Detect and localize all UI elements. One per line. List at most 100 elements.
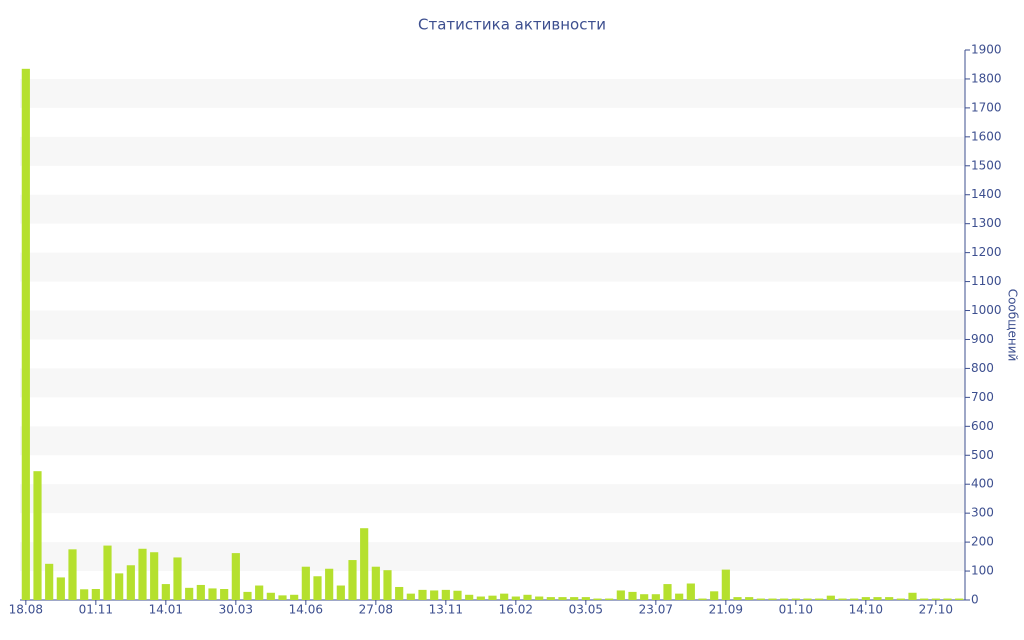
bar xyxy=(826,595,835,600)
bar xyxy=(523,594,532,600)
bar xyxy=(593,598,602,600)
bar xyxy=(476,596,485,600)
bar xyxy=(943,598,952,600)
bar xyxy=(103,545,112,600)
y-tick-label: 800 xyxy=(971,361,994,375)
y-tick-label: 500 xyxy=(971,448,994,462)
bar xyxy=(535,596,544,600)
bar xyxy=(698,598,707,600)
bar xyxy=(745,597,754,600)
bar xyxy=(185,587,194,600)
y-tick-label: 1000 xyxy=(971,303,1002,317)
bar xyxy=(418,589,427,600)
bar xyxy=(511,596,520,600)
bar xyxy=(908,592,917,600)
y-tick-label: 300 xyxy=(971,506,994,520)
bar xyxy=(208,588,217,600)
y-tick-label: 1100 xyxy=(971,274,1002,288)
bar xyxy=(150,552,159,600)
y-tick-label: 200 xyxy=(971,535,994,549)
bar xyxy=(278,595,287,600)
bar xyxy=(383,570,392,600)
y-tick-label: 1300 xyxy=(971,216,1002,230)
x-tick-label: 27.10 xyxy=(919,603,953,617)
x-tick-label: 16.02 xyxy=(499,603,533,617)
bar xyxy=(733,597,742,600)
bar xyxy=(803,598,812,600)
bar xyxy=(721,569,730,600)
grid-band xyxy=(20,368,965,398)
bar xyxy=(861,597,870,600)
bar xyxy=(616,590,625,600)
bar xyxy=(885,597,894,600)
grid-band xyxy=(20,484,965,514)
bar xyxy=(196,584,205,600)
bar xyxy=(126,565,135,600)
y-tick-label: 1200 xyxy=(971,245,1002,259)
bar xyxy=(406,593,415,600)
bar xyxy=(255,585,264,600)
bar xyxy=(301,566,310,600)
chart-title: Статистика активности xyxy=(418,16,606,34)
bar xyxy=(220,589,229,600)
bar xyxy=(675,593,684,600)
y-tick-label: 1400 xyxy=(971,187,1002,201)
x-tick-label: 01.11 xyxy=(79,603,113,617)
bar xyxy=(651,594,660,600)
x-tick-label: 01.10 xyxy=(779,603,813,617)
y-tick-label: 0 xyxy=(971,593,979,607)
grid-band xyxy=(20,136,965,166)
y-tick-label: 900 xyxy=(971,332,994,346)
x-tick-label: 14.01 xyxy=(149,603,183,617)
bar xyxy=(780,598,789,600)
bar xyxy=(33,471,42,600)
bar xyxy=(453,590,462,600)
y-tick-label: 1900 xyxy=(971,43,1002,57)
bar xyxy=(710,591,719,600)
bar xyxy=(243,591,252,600)
bar xyxy=(920,598,929,600)
bar xyxy=(21,68,30,600)
x-tick-label: 14.06 xyxy=(289,603,323,617)
bar xyxy=(768,598,777,600)
x-tick-label: 14.10 xyxy=(849,603,883,617)
bar xyxy=(336,585,345,600)
x-tick-label: 13.11 xyxy=(429,603,463,617)
bar xyxy=(395,586,404,600)
grid-band xyxy=(20,310,965,340)
y-tick-label: 600 xyxy=(971,419,994,433)
bar xyxy=(640,594,649,600)
y-tick-label: 1700 xyxy=(971,100,1002,114)
bar xyxy=(581,597,590,600)
bar xyxy=(371,566,380,600)
bar xyxy=(115,573,124,600)
bar xyxy=(500,593,509,600)
grid-band xyxy=(20,542,965,572)
bar xyxy=(686,583,695,600)
bar xyxy=(873,597,882,600)
bar xyxy=(290,594,299,600)
grid-band xyxy=(20,426,965,456)
y-tick-label: 1500 xyxy=(971,158,1002,172)
bar xyxy=(348,560,357,600)
bar xyxy=(68,549,77,600)
bar xyxy=(756,598,765,600)
bar xyxy=(91,589,100,600)
bar xyxy=(955,598,964,600)
x-tick-label: 27.08 xyxy=(359,603,393,617)
bar xyxy=(628,591,637,600)
bar xyxy=(465,594,474,600)
x-tick-label: 23.07 xyxy=(639,603,673,617)
bar xyxy=(791,598,800,600)
y-tick-label: 700 xyxy=(971,390,994,404)
bar xyxy=(850,598,859,600)
y-tick-label: 1600 xyxy=(971,129,1002,143)
bar xyxy=(138,548,147,600)
bar xyxy=(605,598,614,600)
x-tick-label: 03.05 xyxy=(569,603,603,617)
bar xyxy=(80,589,89,600)
x-tick-label: 30.03 xyxy=(219,603,253,617)
bar xyxy=(488,595,497,600)
bar xyxy=(161,584,170,600)
